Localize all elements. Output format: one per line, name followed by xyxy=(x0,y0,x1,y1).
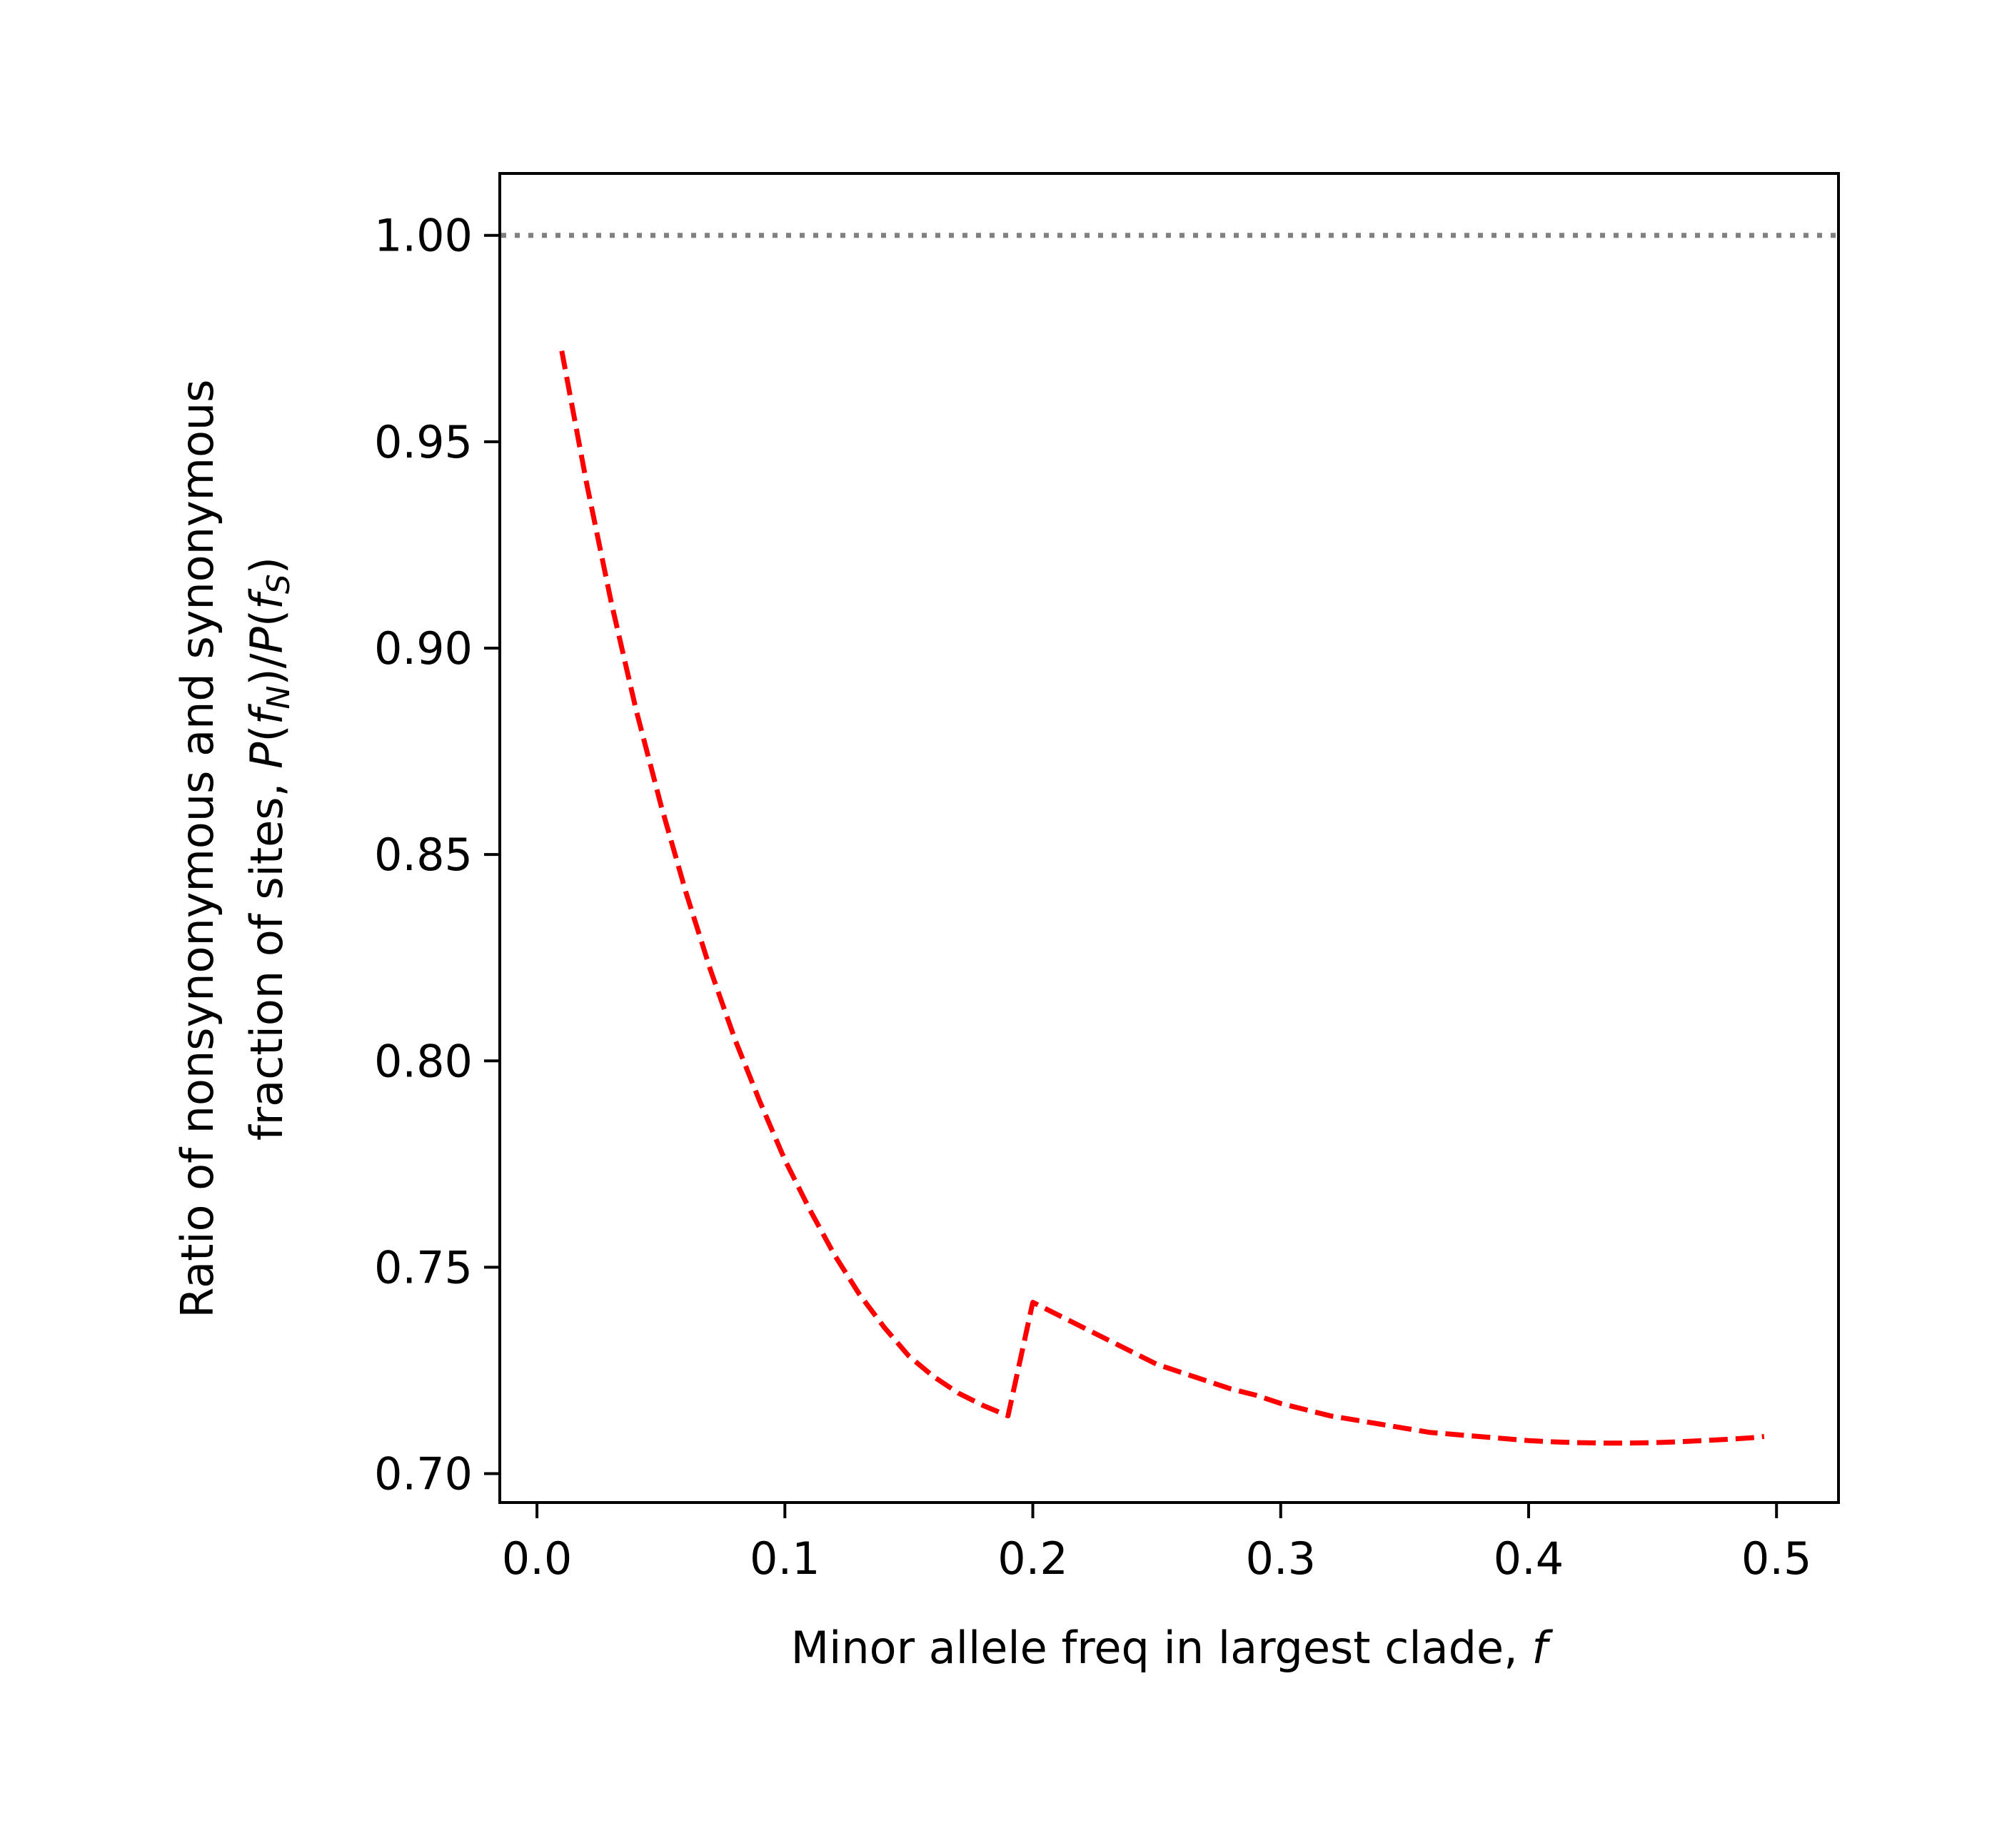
y-tick-label: 0.95 xyxy=(374,416,473,468)
x-tick-label: 0.3 xyxy=(1245,1533,1316,1585)
plot-area-background xyxy=(500,173,1838,1503)
x-axis-ticks: 0.0 0.1 0.2 0.3 0.4 0.5 xyxy=(502,1503,1812,1585)
y-tick-label: 0.80 xyxy=(374,1035,473,1087)
y-label-math-p1: P xyxy=(241,742,293,769)
y-label-math-sub1: N xyxy=(261,686,297,710)
y-axis-ticks: 0.70 0.75 0.80 0.85 0.90 0.95 1.00 xyxy=(374,210,500,1500)
y-tick-label: 0.85 xyxy=(374,829,473,881)
y-tick-label: 1.00 xyxy=(374,210,473,262)
y-axis-label: Ratio of nonsynonymous and synonymous fr… xyxy=(171,379,297,1318)
y-axis-label-line1: Ratio of nonsynonymous and synonymous xyxy=(171,379,223,1318)
x-tick-label: 0.1 xyxy=(750,1533,820,1585)
y-axis-label-line2: fraction of sites, P(fN)/P(fS) xyxy=(241,557,297,1141)
y-tick-label: 0.70 xyxy=(374,1448,473,1500)
x-axis-label: Minor allele freq in largest clade, f xyxy=(791,1622,1554,1674)
y-axis-label-line2-prefix: fraction of sites, xyxy=(241,769,293,1141)
series-layer xyxy=(559,350,1765,1446)
y-label-math-close2: ) xyxy=(241,557,293,574)
x-tick-label: 0.4 xyxy=(1494,1533,1564,1585)
y-label-math-p2: P xyxy=(241,627,293,654)
y-label-math-sub2: S xyxy=(261,574,297,594)
y-label-math-open1: ( xyxy=(241,724,293,742)
y-tick-label: 0.75 xyxy=(374,1241,473,1293)
y-tick-label: 0.90 xyxy=(374,622,473,675)
series-line-0 xyxy=(559,350,1765,1446)
x-tick-label: 0.5 xyxy=(1741,1533,1812,1585)
y-label-math-open2: ( xyxy=(241,610,293,627)
x-tick-label: 0.2 xyxy=(997,1533,1068,1585)
x-axis-label-text: Minor allele freq in largest clade, xyxy=(791,1622,1532,1674)
x-tick-label: 0.0 xyxy=(502,1533,573,1585)
plot-frame xyxy=(498,172,1840,1504)
y-label-math-close1: )/ xyxy=(241,653,293,685)
